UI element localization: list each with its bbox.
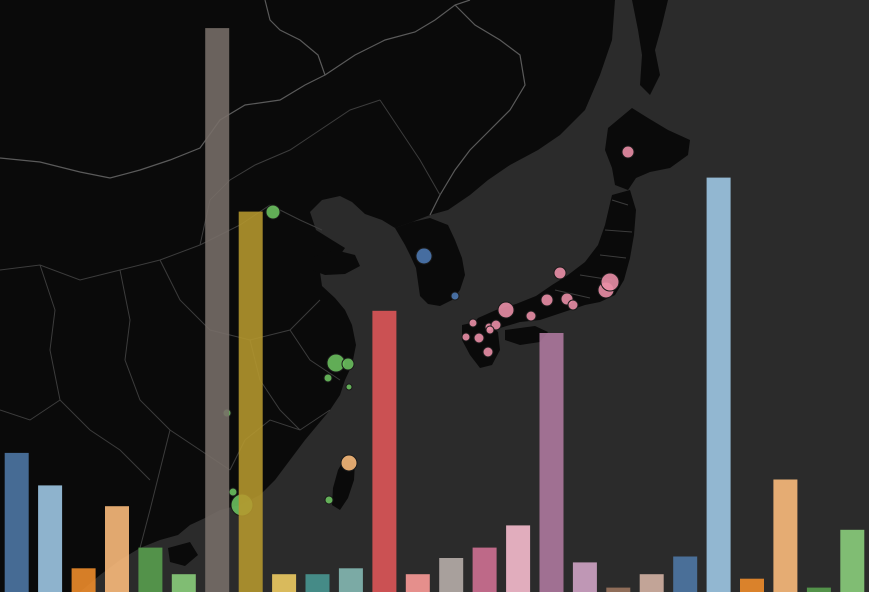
korea-marker[interactable] (450, 291, 460, 301)
japan-marker[interactable] (600, 272, 620, 292)
bar-5[interactable] (138, 547, 163, 592)
china-marker[interactable] (265, 204, 281, 220)
japan-marker[interactable] (567, 299, 579, 311)
mongolia-border (0, 0, 326, 179)
hainan-island (168, 542, 198, 566)
bar-4[interactable] (105, 506, 129, 592)
bars-layer (4, 28, 865, 592)
japan-marker[interactable] (497, 301, 515, 319)
bar-2[interactable] (38, 485, 63, 592)
bar-11[interactable] (338, 568, 363, 592)
bar-1[interactable] (4, 452, 29, 592)
markers-layer (222, 145, 635, 517)
bar-20[interactable] (639, 574, 664, 592)
bar-12[interactable] (372, 310, 397, 592)
provincial-borders (0, 99, 441, 549)
shikoku-island (505, 326, 548, 345)
bar-25[interactable] (806, 587, 831, 592)
shandong-peninsula (310, 250, 360, 275)
bar-24[interactable] (773, 479, 798, 592)
bar-10[interactable] (305, 574, 330, 592)
japan-marker[interactable] (468, 318, 478, 328)
bar-3[interactable] (71, 568, 96, 592)
russia-china-border (324, 0, 526, 216)
bar-9[interactable] (272, 574, 297, 592)
bar-7[interactable] (205, 28, 230, 592)
bar-19[interactable] (606, 587, 631, 592)
bar-6[interactable] (171, 574, 196, 592)
japan-marker[interactable] (553, 266, 567, 280)
honshu-island (468, 190, 636, 335)
japan-prefecture-lines (554, 199, 633, 299)
bar-14[interactable] (439, 558, 464, 592)
taiwan-marker[interactable] (340, 454, 358, 472)
sakhalin-island (632, 0, 668, 95)
bar-18[interactable] (572, 562, 597, 592)
mainland-asia-landmass (0, 0, 615, 592)
japan-marker[interactable] (482, 346, 494, 358)
china-marker[interactable] (323, 373, 333, 383)
bar-16[interactable] (506, 525, 531, 592)
japan-marker[interactable] (621, 145, 635, 159)
japan-marker[interactable] (525, 310, 537, 322)
china-marker[interactable] (345, 383, 353, 391)
japan-marker[interactable] (461, 332, 471, 342)
japan-marker[interactable] (473, 332, 485, 344)
bar-15[interactable] (472, 547, 497, 592)
china-marker[interactable] (341, 357, 355, 371)
bar-22[interactable] (706, 177, 731, 592)
bar-21[interactable] (673, 556, 698, 592)
japan-marker[interactable] (540, 293, 554, 307)
bar-17[interactable] (539, 333, 564, 592)
bar-8[interactable] (238, 211, 263, 592)
bar-13[interactable] (405, 574, 430, 592)
china-marker[interactable] (228, 487, 238, 497)
bar-26[interactable] (840, 529, 865, 592)
hokkaido-island (605, 108, 690, 190)
japan-marker[interactable] (485, 325, 495, 335)
korea-marker[interactable] (415, 247, 433, 265)
bar-23[interactable] (740, 578, 764, 592)
china-marker[interactable] (324, 495, 334, 505)
